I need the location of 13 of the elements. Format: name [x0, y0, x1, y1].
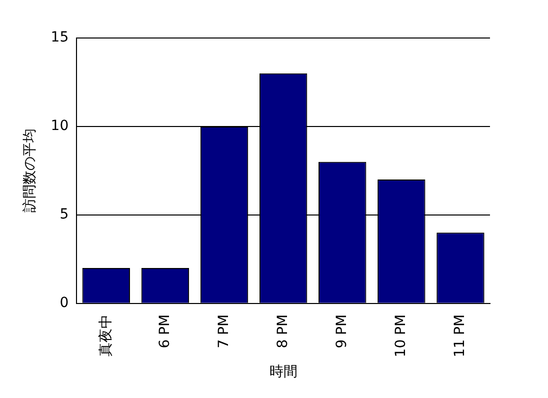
x-tick-label: 7 PM: [216, 314, 232, 348]
y-tick-label: 10: [50, 118, 69, 134]
x-tick-label: 6 PM: [156, 314, 173, 348]
x-tick-label: 10 PM: [393, 314, 410, 358]
x-tick-label: 11 PM: [452, 314, 468, 358]
x-tick-label: 8 PM: [274, 314, 291, 348]
x-tick-label: 真夜中: [98, 314, 114, 356]
x-tick-label: 9 PM: [334, 314, 350, 348]
y-tick-label: 0: [60, 295, 69, 312]
y-tick-label: 15: [50, 30, 69, 46]
x-axis-title: 時間: [269, 364, 298, 380]
y-axis-title: 訪問数の平均: [22, 128, 38, 213]
y-tick-label: 5: [60, 206, 69, 223]
